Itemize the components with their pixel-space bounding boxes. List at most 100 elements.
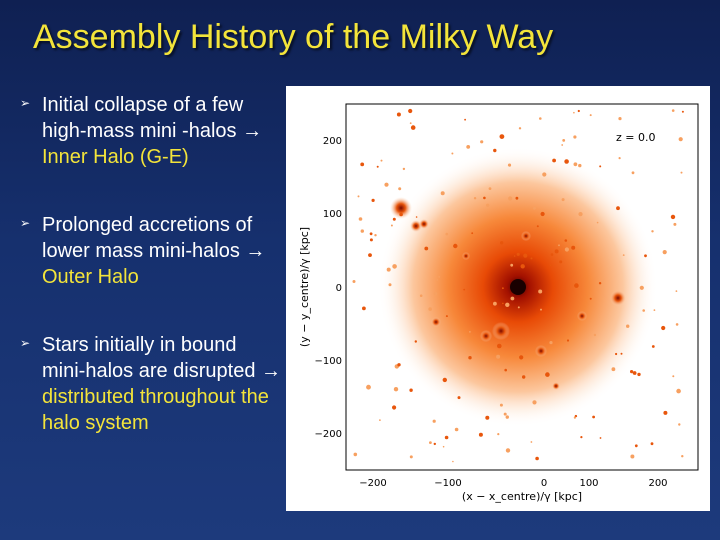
particle-dot — [517, 306, 520, 309]
particle-dot — [578, 163, 582, 168]
subhalo — [480, 330, 492, 342]
y-tick-label: −100 — [315, 356, 342, 367]
particle-dot — [454, 427, 459, 432]
particle-dot — [598, 282, 602, 285]
particle-dot — [433, 442, 436, 446]
particle-dot — [432, 419, 436, 423]
particle-dot — [571, 245, 576, 250]
y-axis-label: (y − y_centre)/γ [kpc] — [298, 227, 311, 347]
particle-dot — [533, 206, 536, 210]
particle-dot — [353, 452, 358, 457]
simulation-figure: z = 0.0 −200 −100 0 100 200 200 100 0 −1… — [286, 86, 710, 511]
particle-dot — [409, 122, 412, 125]
x-tick-label: 100 — [579, 478, 598, 489]
subhalo — [431, 317, 441, 327]
particle-dot — [620, 352, 623, 355]
particle-dot — [445, 232, 449, 236]
particle-dot — [502, 302, 504, 305]
particle-dot — [452, 460, 454, 463]
bullet-text: Initial collapse of a few high-mass mini… — [42, 92, 282, 170]
particle-dot — [352, 280, 356, 283]
bullet-highlight: Inner Halo (G-E) — [42, 146, 189, 168]
particle-dot — [545, 372, 550, 377]
particle-dot — [561, 144, 564, 146]
particle-dot — [428, 307, 432, 311]
particle-dot — [360, 162, 365, 167]
particle-dot — [540, 308, 542, 311]
particle-dot — [478, 432, 483, 437]
particle-dot — [573, 416, 576, 419]
particle-dot — [440, 191, 445, 196]
particle-dot — [564, 239, 568, 242]
particle-dot — [630, 454, 635, 459]
particle-dot — [550, 253, 554, 256]
particle-dot — [530, 257, 533, 260]
particle-dot — [402, 167, 406, 171]
particle-dot — [510, 296, 515, 301]
particle-dot — [483, 196, 486, 200]
particle-dot — [536, 225, 539, 228]
particle-dot — [680, 171, 683, 174]
particle-dot — [436, 279, 439, 281]
particle-dot — [615, 352, 618, 356]
particle-dot — [471, 232, 474, 235]
particle-dot — [561, 198, 565, 202]
subhalo — [410, 220, 422, 232]
subhalo — [577, 311, 587, 321]
particle-dot — [376, 165, 379, 168]
particle-dot — [415, 216, 418, 218]
particle-dot — [438, 276, 441, 278]
bullet-highlight: Outer Halo — [42, 266, 139, 288]
particle-dot — [552, 158, 556, 163]
particle-dot — [442, 445, 445, 448]
particle-dot — [429, 441, 432, 444]
particle-dot — [398, 187, 402, 191]
particle-dot — [499, 134, 505, 139]
particle-dot — [626, 324, 630, 328]
particle-dot — [433, 292, 438, 296]
particle-dot — [549, 264, 552, 267]
particle-dot — [580, 436, 583, 439]
particle-dot — [466, 145, 471, 149]
particle-dot — [642, 309, 645, 312]
bullet-body: Initial collapse of a few high-mass mini… — [42, 94, 244, 142]
particle-dot — [618, 157, 621, 160]
particle-dot — [675, 290, 678, 292]
particle-dot — [622, 254, 625, 256]
particle-dot — [496, 354, 501, 359]
particle-dot — [520, 264, 525, 269]
particle-dot — [554, 249, 559, 254]
arrowhead-bullet-icon: ➢ — [20, 216, 31, 230]
particle-dot — [445, 315, 448, 318]
particle-dot — [505, 415, 509, 419]
particle-dot — [663, 410, 668, 415]
bullet-text: Stars initially in bound mini-halos are … — [42, 332, 282, 436]
particle-dot — [634, 444, 638, 448]
x-axis-label: (x − x_centre)/γ [kpc] — [462, 490, 582, 503]
arrowhead-bullet-icon: ➢ — [20, 96, 31, 110]
particle-dot — [573, 135, 577, 139]
particle-dot — [549, 341, 553, 345]
particle-dot — [493, 148, 497, 153]
subhalo — [552, 382, 560, 390]
particle-dot — [644, 254, 647, 258]
particle-dot — [515, 196, 519, 200]
particle-dot — [532, 400, 537, 405]
particle-dot — [505, 302, 510, 307]
particle-dot — [505, 448, 511, 453]
subhalo — [390, 197, 412, 219]
particle-dot — [397, 363, 401, 367]
halo-density-map: z = 0.0 −200 −100 0 100 200 200 100 0 −1… — [298, 103, 699, 503]
particle-dot — [369, 232, 373, 236]
particle-dot — [357, 195, 360, 198]
particle-dot — [673, 222, 677, 226]
particle-dot — [630, 370, 634, 374]
particle-dot — [409, 388, 413, 392]
particle-dot — [503, 412, 507, 416]
particle-dot — [678, 137, 683, 142]
particle-dot — [502, 287, 504, 290]
particle-dot — [486, 203, 490, 207]
particle-dot — [513, 255, 516, 257]
particle-dot — [618, 117, 622, 121]
particle-dot — [393, 387, 399, 392]
